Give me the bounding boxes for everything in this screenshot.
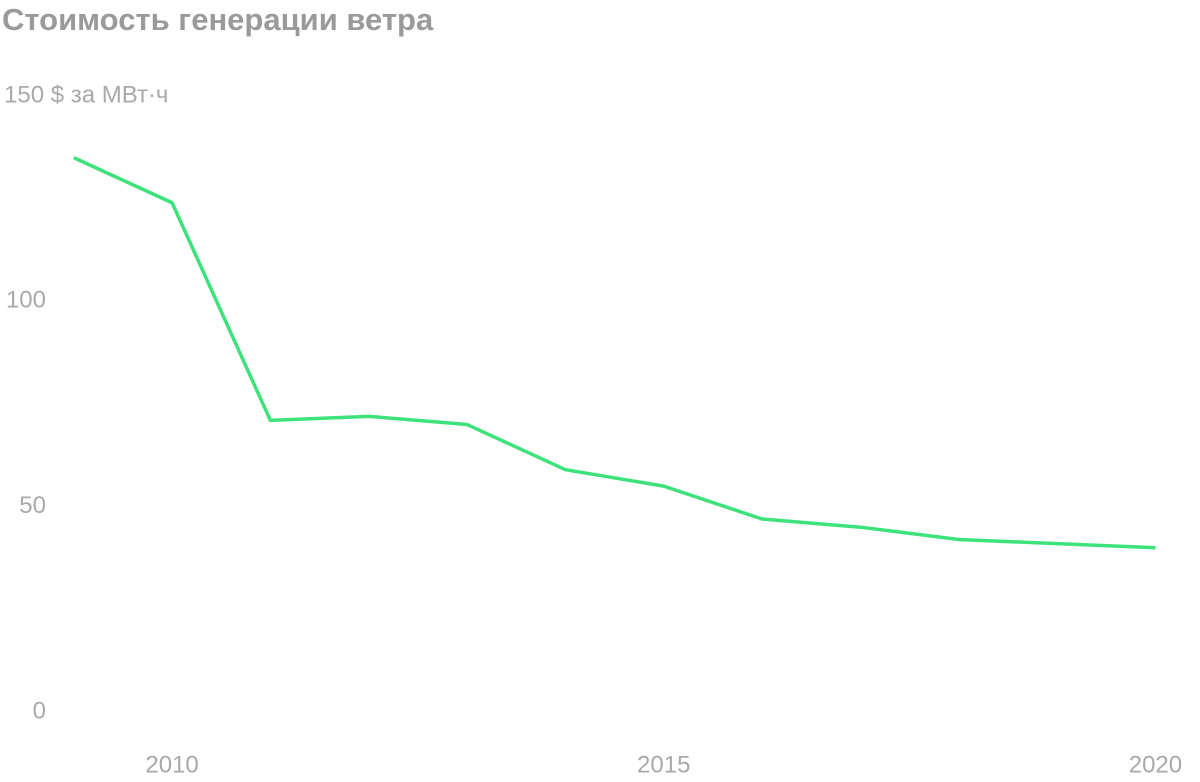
y-tick-label: 0: [33, 697, 46, 724]
x-tick-label: 2015: [637, 751, 690, 778]
chart-title: Стоимость генерации ветра: [2, 2, 434, 37]
x-tick-label: 2010: [145, 751, 198, 778]
y-tick-label: 50: [19, 492, 46, 519]
y-tick-label: 150 $ за МВт·ч: [4, 81, 168, 108]
x-tick-label: 2020: [1129, 751, 1182, 778]
y-tick-label: 100: [6, 287, 46, 314]
line: [73, 156, 1156, 550]
